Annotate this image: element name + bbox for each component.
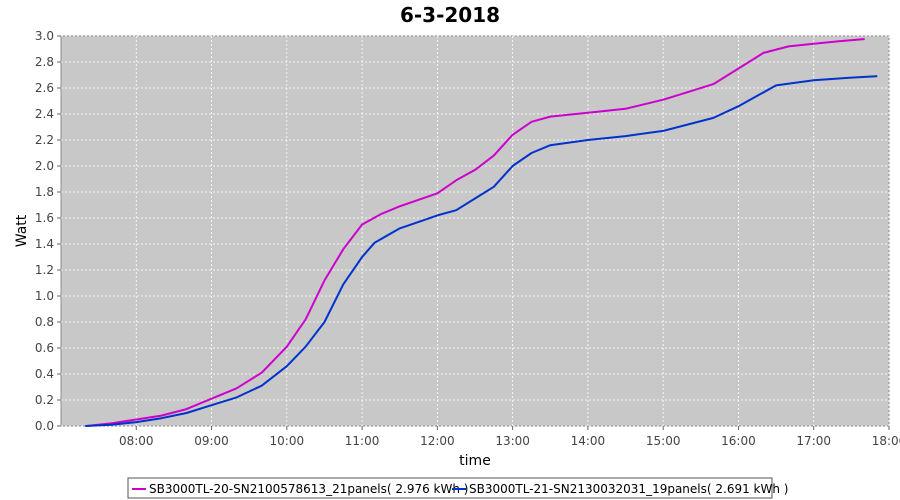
plot-area <box>60 35 890 427</box>
y-tick-label: 2.4 <box>35 107 54 121</box>
y-tick-label: 0.8 <box>35 315 54 329</box>
y-tick-label: 1.6 <box>35 211 54 225</box>
x-tick-label: 14:00 <box>571 434 606 448</box>
x-axis-label: time <box>459 453 491 469</box>
y-tick-label: 1.0 <box>35 289 54 303</box>
y-tick-label: 0.6 <box>35 341 54 355</box>
legend-label-1: SB3000TL-20-SN2100578613_21panels( 2.976… <box>149 482 468 496</box>
y-tick-label: 1.8 <box>35 185 54 199</box>
y-tick-label: 1.2 <box>35 263 54 277</box>
x-tick-label: 17:00 <box>796 434 831 448</box>
axes: 0.0 0.2 0.4 0.6 0.8 1.0 1.2 1.4 1.6 1.8 2.0 2.2 2.4 2… <box>35 29 900 448</box>
x-tick-label: 10:00 <box>270 434 305 448</box>
x-tick-label: 12:00 <box>420 434 455 448</box>
legend: SB3000TL-20-SN2100578613_21panels( 2.976… <box>127 477 788 499</box>
y-tick-label: 0.4 <box>35 367 54 381</box>
y-tick-label: 3.0 <box>35 29 54 43</box>
y-tick-label: 0.2 <box>35 393 54 407</box>
x-tick-label: 13:00 <box>495 434 530 448</box>
y-tick-label: 2.0 <box>35 159 54 173</box>
chart-title: 6-3-2018 <box>400 3 500 27</box>
y-tick-label: 1.4 <box>35 237 54 251</box>
y-tick-label: 2.8 <box>35 55 54 69</box>
y-tick-label: 0.0 <box>35 419 54 433</box>
legend-label-2: SB3000TL-21-SN2130032031_19panels( 2.691… <box>469 482 788 496</box>
x-tick-label: 15:00 <box>646 434 681 448</box>
y-axis-label: Watt <box>14 214 30 247</box>
grid <box>61 35 890 427</box>
y-tick-label: 2.2 <box>35 133 54 147</box>
x-tick-label: 09:00 <box>194 434 229 448</box>
x-tick-label: 11:00 <box>345 434 380 448</box>
y-tick-label: 2.6 <box>35 81 54 95</box>
x-tick-label: 16:00 <box>721 434 756 448</box>
x-tick-label: 08:00 <box>119 434 154 448</box>
series-line-2 <box>85 75 878 427</box>
series-lines <box>85 38 878 427</box>
legend-box <box>127 477 773 499</box>
x-tick-label: 18:00 <box>872 434 900 448</box>
series-line-1 <box>85 38 865 427</box>
